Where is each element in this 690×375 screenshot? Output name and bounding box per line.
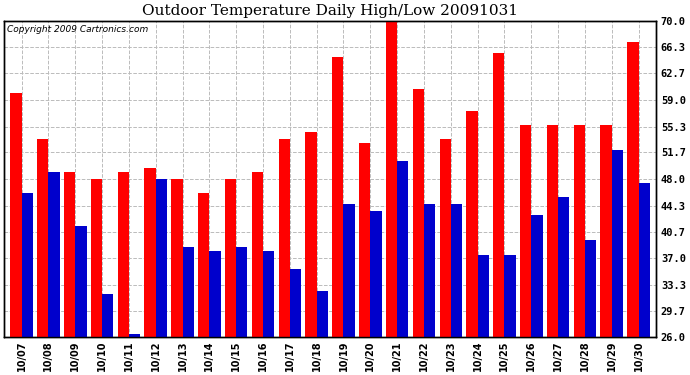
Bar: [600, 125, 612, 338]
Bar: [413, 89, 424, 338]
Bar: [638, 183, 650, 338]
Bar: [306, 132, 317, 338]
Bar: [64, 172, 75, 338]
Bar: [493, 53, 504, 338]
Bar: [117, 172, 129, 338]
Bar: [91, 179, 102, 338]
Bar: [21, 194, 33, 338]
Bar: [144, 168, 156, 338]
Bar: [252, 172, 263, 338]
Bar: [520, 125, 531, 338]
Bar: [198, 194, 209, 338]
Bar: [48, 172, 60, 338]
Bar: [627, 42, 638, 338]
Bar: [236, 248, 248, 338]
Bar: [424, 204, 435, 338]
Bar: [371, 211, 382, 338]
Bar: [209, 251, 221, 338]
Bar: [344, 204, 355, 338]
Bar: [102, 294, 113, 338]
Bar: [171, 179, 183, 338]
Bar: [332, 57, 344, 338]
Bar: [129, 334, 140, 338]
Title: Outdoor Temperature Daily High/Low 20091031: Outdoor Temperature Daily High/Low 20091…: [142, 4, 518, 18]
Bar: [359, 143, 371, 338]
Bar: [263, 251, 275, 338]
Bar: [466, 111, 477, 338]
Bar: [75, 226, 86, 338]
Text: Copyright 2009 Cartronics.com: Copyright 2009 Cartronics.com: [8, 26, 148, 34]
Bar: [451, 204, 462, 338]
Bar: [279, 140, 290, 338]
Bar: [531, 215, 542, 338]
Bar: [504, 255, 515, 338]
Bar: [386, 17, 397, 338]
Bar: [477, 255, 489, 338]
Bar: [225, 179, 236, 338]
Bar: [573, 125, 585, 338]
Bar: [612, 150, 623, 338]
Bar: [317, 291, 328, 338]
Bar: [440, 140, 451, 338]
Bar: [558, 197, 569, 338]
Bar: [397, 161, 408, 338]
Bar: [290, 269, 301, 338]
Bar: [546, 125, 558, 338]
Bar: [156, 179, 167, 338]
Bar: [10, 93, 21, 338]
Bar: [37, 140, 48, 338]
Bar: [183, 248, 194, 338]
Bar: [585, 240, 596, 338]
